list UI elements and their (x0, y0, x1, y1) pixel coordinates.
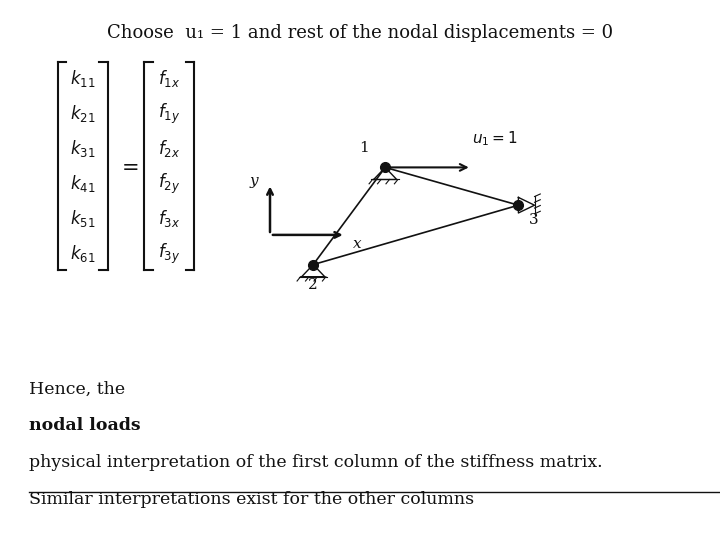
Text: $k_{61}$: $k_{61}$ (70, 244, 96, 264)
Text: $u_1=1$: $u_1=1$ (472, 130, 518, 148)
Text: x: x (353, 237, 361, 251)
Text: $f_{3y}$: $f_{3y}$ (158, 242, 180, 266)
Text: $k_{41}$: $k_{41}$ (70, 173, 96, 194)
Text: nodal loads: nodal loads (29, 417, 140, 434)
Text: Similar interpretations exist for the other columns: Similar interpretations exist for the ot… (29, 491, 474, 508)
Text: $=$: $=$ (117, 157, 139, 176)
Text: $f_{2x}$: $f_{2x}$ (158, 138, 180, 159)
Text: $k_{11}$: $k_{11}$ (70, 68, 96, 89)
Text: $k_{21}$: $k_{21}$ (70, 103, 96, 124)
Text: Hence, the: Hence, the (29, 381, 130, 397)
Text: 2: 2 (308, 278, 318, 292)
Text: $f_{3x}$: $f_{3x}$ (158, 208, 180, 229)
Text: $k_{31}$: $k_{31}$ (70, 138, 96, 159)
Text: $f_{1x}$: $f_{1x}$ (158, 68, 180, 89)
Text: 1: 1 (359, 141, 369, 156)
Text: Choose  u₁ = 1 and rest of the nodal displacements = 0: Choose u₁ = 1 and rest of the nodal disp… (107, 24, 613, 42)
Text: 3: 3 (529, 213, 539, 227)
Text: physical interpretation of the first column of the stiffness matrix.: physical interpretation of the first col… (29, 454, 603, 471)
Text: $f_{1y}$: $f_{1y}$ (158, 102, 180, 125)
Text: y: y (249, 174, 258, 188)
Text: $k_{51}$: $k_{51}$ (70, 208, 96, 229)
Text: $f_{2y}$: $f_{2y}$ (158, 172, 180, 195)
